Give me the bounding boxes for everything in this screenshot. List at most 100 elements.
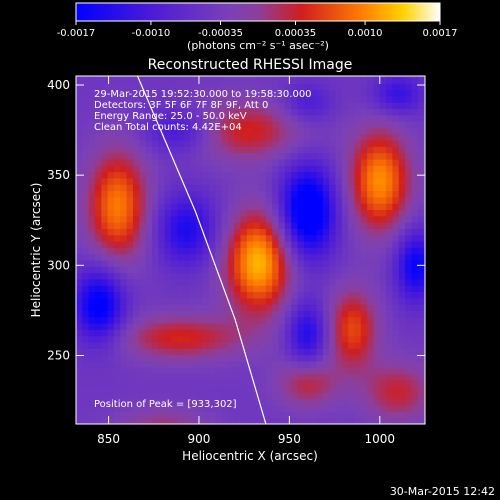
heatmap-cell — [88, 209, 96, 217]
heatmap-cell — [341, 215, 349, 223]
heatmap-cell — [189, 367, 197, 375]
heatmap-cell — [139, 146, 147, 154]
heatmap-cell — [164, 171, 172, 179]
heatmap-cell — [386, 348, 394, 356]
heatmap-cell — [88, 196, 96, 204]
heatmap-cell — [316, 76, 324, 84]
heatmap-cell — [202, 367, 210, 375]
heatmap-cell — [303, 165, 311, 173]
heatmap-cell — [322, 360, 330, 368]
heatmap-cell — [221, 89, 229, 97]
heatmap-cell — [126, 234, 134, 242]
heatmap-cell — [278, 304, 286, 311]
heatmap-cell — [120, 297, 128, 305]
heatmap-cell — [183, 417, 191, 424]
heatmap-cell — [139, 102, 147, 110]
heatmap-cell — [297, 215, 305, 223]
heatmap-cell — [126, 140, 134, 147]
solar-limb-line — [136, 76, 267, 424]
heatmap-cell — [278, 316, 286, 324]
heatmap-cell — [202, 102, 210, 110]
heatmap-cell — [297, 146, 305, 154]
heatmap-cell — [88, 392, 96, 400]
x-tick-label: 850 — [97, 432, 120, 446]
heatmap-cell — [341, 222, 349, 229]
colorbar-unit-label: (photons cm⁻² s⁻¹ asec⁻²) — [187, 39, 329, 52]
heatmap-cell — [101, 386, 109, 394]
heatmap-cell — [265, 247, 273, 255]
heatmap-cell — [215, 196, 223, 204]
heatmap-cell — [94, 95, 102, 103]
heatmap-cell — [411, 278, 419, 286]
heatmap-cell — [398, 272, 406, 280]
heatmap-cell — [113, 323, 121, 330]
heatmap-cell — [348, 405, 356, 412]
heatmap-cell — [278, 121, 286, 128]
heatmap-cell — [132, 323, 140, 330]
heatmap-cell — [417, 196, 425, 204]
heatmap-cell — [164, 253, 172, 261]
heatmap-cell — [139, 76, 147, 84]
heatmap-cell — [189, 196, 197, 204]
heatmap-cell — [291, 304, 299, 311]
heatmap-cell — [360, 272, 368, 280]
heatmap-cell — [367, 392, 375, 400]
heatmap-cell — [126, 354, 134, 362]
heatmap-cell — [316, 215, 324, 223]
heatmap-cell — [132, 272, 140, 280]
heatmap-cell — [411, 209, 419, 217]
heatmap-cell — [177, 222, 185, 229]
heatmap-cell — [202, 190, 210, 198]
heatmap-cell — [145, 323, 153, 330]
heatmap-cell — [348, 304, 356, 311]
heatmap-cell — [227, 209, 235, 217]
heatmap-cell — [202, 411, 210, 419]
heatmap-cell — [202, 240, 210, 248]
heatmap-cell — [88, 203, 96, 211]
heatmap-cell — [170, 266, 178, 274]
heatmap-cell — [227, 310, 235, 318]
heatmap-cell — [234, 222, 242, 229]
heatmap-cell — [259, 89, 267, 97]
heatmap-cell — [379, 76, 387, 78]
heatmap-cell — [316, 341, 324, 349]
heatmap-cell — [139, 203, 147, 211]
heatmap-cell — [221, 133, 229, 141]
heatmap-cell — [120, 405, 128, 412]
heatmap-cell — [354, 240, 362, 248]
heatmap-cell — [272, 392, 280, 400]
heatmap-cell — [158, 360, 166, 368]
heatmap-cell — [107, 379, 115, 387]
heatmap-cell — [291, 165, 299, 173]
heatmap-cell — [373, 222, 381, 229]
heatmap-cell — [253, 360, 261, 368]
heatmap-cell — [88, 323, 96, 330]
heatmap-cell — [221, 222, 229, 229]
heatmap-cell — [341, 209, 349, 217]
heatmap-cell — [82, 146, 90, 154]
heatmap-cell — [240, 417, 248, 424]
heatmap-cell — [164, 177, 172, 185]
heatmap-cell — [360, 203, 368, 211]
heatmap-cell — [272, 190, 280, 198]
heatmap-cell — [151, 386, 159, 394]
heatmap-cell — [265, 102, 273, 110]
heatmap-cell — [120, 177, 128, 185]
heatmap-cell — [132, 247, 140, 255]
heatmap-cell — [360, 398, 368, 406]
heatmap-cell — [411, 83, 419, 91]
heatmap-cell — [208, 152, 216, 160]
heatmap-cell — [335, 234, 343, 242]
heatmap-cell — [265, 417, 273, 424]
heatmap-cell — [132, 196, 140, 204]
heatmap-cell — [170, 373, 178, 381]
heatmap-cell — [158, 411, 166, 419]
heatmap-cell — [215, 379, 223, 387]
heatmap-cell — [145, 83, 153, 91]
heatmap-cell — [392, 272, 400, 280]
heatmap-cell — [417, 146, 425, 154]
heatmap-cell — [240, 392, 248, 400]
heatmap-cell — [392, 297, 400, 305]
heatmap-cell — [94, 165, 102, 173]
heatmap-cell — [107, 133, 115, 141]
